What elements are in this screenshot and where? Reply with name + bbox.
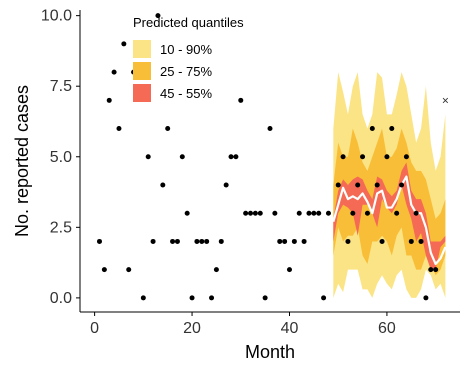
data-point [267,126,273,132]
data-point [204,238,210,244]
y-axis-title: No. reported cases [12,85,32,237]
data-point [145,154,151,160]
data-point [413,210,419,216]
band-45-55 [333,162,446,270]
y-tick-label: 7.5 [50,78,72,95]
legend-key-swatch [133,40,151,58]
data-point [311,210,317,216]
data-point [340,154,346,160]
data-point [213,267,219,273]
legend-key-swatch [133,62,151,80]
x-tick-label: 40 [281,320,299,337]
data-point [174,238,180,244]
data-point [384,154,390,160]
data-point [335,182,341,188]
data-point [306,210,312,216]
data-point [126,267,132,273]
data-point [179,154,185,160]
legend-key-swatch [133,84,151,102]
data-point [350,210,356,216]
data-point [116,126,122,132]
prediction-median-layer [332,175,447,266]
data-point [296,210,302,216]
data-point [282,238,288,244]
data-point [321,295,327,301]
data-point [277,238,283,244]
x-tick-label: 0 [90,320,99,337]
y-tick-label: 0.0 [50,290,72,307]
data-point [160,182,166,188]
outlier-marker: × [442,93,449,107]
data-point [433,267,439,273]
data-point [101,267,107,273]
data-point [170,238,176,244]
legend-label: 25 - 75% [160,64,212,79]
data-point [423,295,429,301]
data-point [360,154,366,160]
data-point [286,267,292,273]
data-point [243,210,249,216]
data-point [345,238,351,244]
x-tick-label: 20 [183,320,201,337]
data-point [121,41,127,47]
legend-label: 10 - 90% [160,42,212,57]
y-tick-label: 10.0 [41,8,72,25]
data-point [140,295,146,301]
axes: 0.0 2.5 5.0 7.5 10.0 0 20 40 60 [41,8,460,337]
y-tick-label: 5.0 [50,149,72,166]
data-point [316,210,322,216]
data-point [418,238,424,244]
data-point [301,238,307,244]
data-point [248,210,254,216]
legend: Predicted quantiles 10 - 90% 25 - 75% 45 - … [133,15,244,102]
data-point [262,295,268,301]
data-point [408,238,414,244]
data-point [106,97,112,103]
data-point [325,210,331,216]
data-point [228,154,234,160]
prediction-bands [333,72,446,298]
data-point [428,267,434,273]
data-point [199,238,205,244]
data-point [355,182,361,188]
data-point [389,126,395,132]
legend-label: 45 - 55% [160,86,212,101]
data-point [291,238,297,244]
data-point [257,210,263,216]
data-point [394,210,400,216]
data-point [272,210,278,216]
data-point [223,182,229,188]
prediction-median-line [332,175,447,266]
data-point [189,295,195,301]
data-point [194,238,200,244]
data-point [96,238,102,244]
x-tick-label: 60 [378,320,396,337]
data-point [252,210,258,216]
data-point [369,126,375,132]
data-point [379,238,385,244]
observed-points: × [96,13,449,301]
data-point [111,69,117,75]
data-point [155,13,161,19]
data-point [403,154,409,160]
data-point [218,238,224,244]
y-tick-label: 2.5 [50,219,72,236]
data-point [399,182,405,188]
data-point [184,210,190,216]
data-point [238,97,244,103]
x-axis-title: Month [245,342,295,362]
data-point [364,210,370,216]
data-point [165,126,171,132]
data-point [209,295,215,301]
data-point [150,238,156,244]
legend-title: Predicted quantiles [133,15,244,30]
data-point [233,154,239,160]
data-point [374,182,380,188]
